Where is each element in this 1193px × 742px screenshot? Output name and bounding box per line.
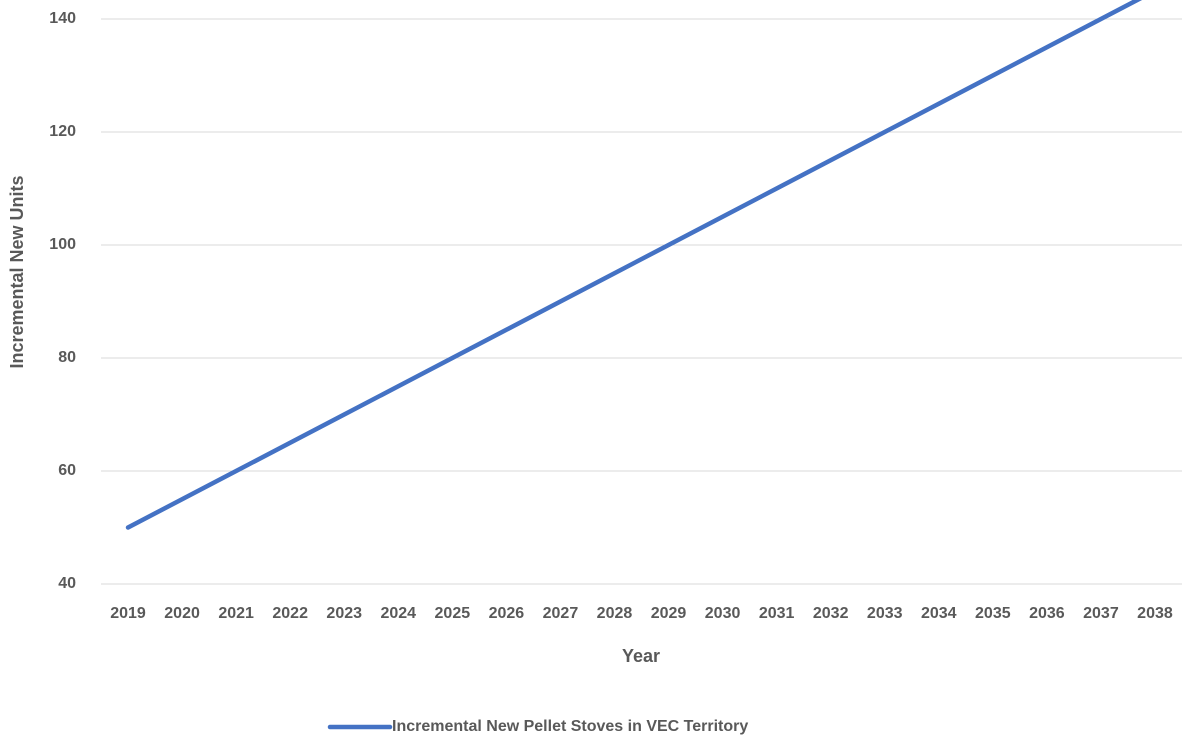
- x-tick-label: 2021: [218, 605, 254, 622]
- x-tick-label: 2026: [489, 605, 525, 622]
- x-tick-label: 2031: [759, 605, 795, 622]
- x-axis-title: Year: [622, 646, 660, 666]
- x-tick-label: 2028: [597, 605, 633, 622]
- x-tick-label: 2030: [705, 605, 741, 622]
- x-tick-label: 2029: [651, 605, 687, 622]
- x-tick-label: 2038: [1137, 605, 1173, 622]
- y-axis-title: Incremental New Units: [7, 175, 27, 368]
- x-tick-label: 2037: [1083, 605, 1119, 622]
- y-tick-label: 40: [58, 575, 76, 592]
- x-tick-label: 2036: [1029, 605, 1065, 622]
- x-tick-label: 2034: [921, 605, 957, 622]
- x-tick-label: 2033: [867, 605, 903, 622]
- x-tick-label: 2019: [110, 605, 146, 622]
- x-tick-label: 2022: [272, 605, 308, 622]
- x-tick-label: 2024: [380, 605, 416, 622]
- x-tick-label: 2027: [543, 605, 579, 622]
- x-tick-label: 2025: [435, 605, 471, 622]
- x-tick-label: 2032: [813, 605, 849, 622]
- x-tick-label: 2035: [975, 605, 1011, 622]
- y-tick-label: 60: [58, 462, 76, 479]
- y-tick-label: 80: [58, 349, 76, 366]
- legend-label: Incremental New Pellet Stoves in VEC Ter…: [392, 718, 748, 735]
- y-tick-label: 100: [49, 236, 76, 253]
- data-line: [125, 0, 1143, 530]
- y-tick-label: 140: [49, 10, 76, 27]
- y-tick-label: 120: [49, 123, 76, 140]
- x-tick-label: 2023: [326, 605, 362, 622]
- x-tick-label: 2020: [164, 605, 200, 622]
